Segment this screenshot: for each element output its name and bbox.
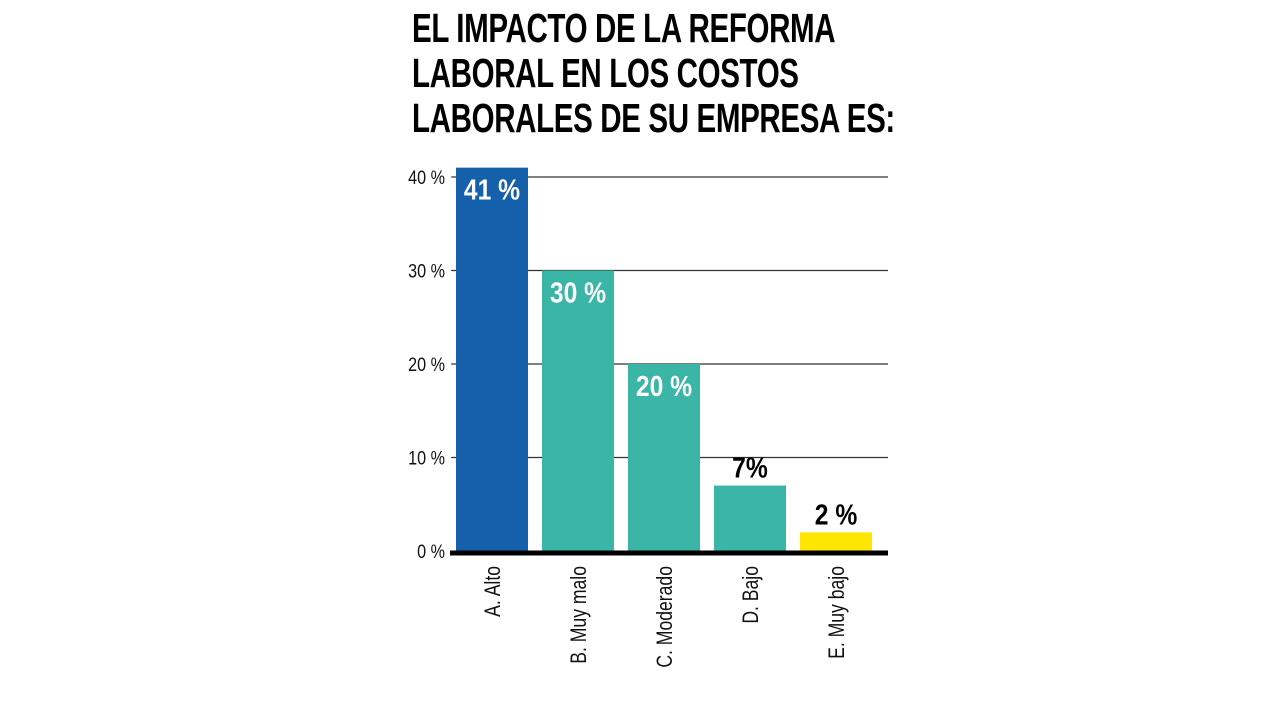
bar [800,532,872,551]
bar [542,270,614,551]
chart-title: EL IMPACTO DE LA REFORMA LABORAL EN LOS … [412,6,916,141]
y-tick-label: 10 % [408,447,445,469]
data-label: 41 % [464,174,520,206]
y-tick-label: 40 % [408,167,445,189]
data-label: 2 % [815,498,858,530]
bar [714,485,786,551]
y-tick-label: 20 % [408,354,445,376]
category-label: E. Muy bajo [825,566,849,659]
title-line: LABORALES DE SU EMPRESA ES: [412,95,895,141]
bar [628,364,700,551]
category-label: A. Alto [481,566,505,617]
y-tick-label: 30 % [408,260,445,282]
title-line: LABORAL EN LOS COSTOS [412,50,799,96]
category-label: D. Bajo [739,566,763,624]
category-label: B. Muy malo [567,566,591,664]
category-label: C. Moderado [653,566,677,668]
data-label: 7% [732,452,768,484]
y-tick-label: 0 % [417,541,445,563]
bar [456,167,528,551]
data-label: 20 % [636,370,692,402]
title-line: EL IMPACTO DE LA REFORMA [412,5,836,51]
data-label: 30 % [550,277,606,309]
